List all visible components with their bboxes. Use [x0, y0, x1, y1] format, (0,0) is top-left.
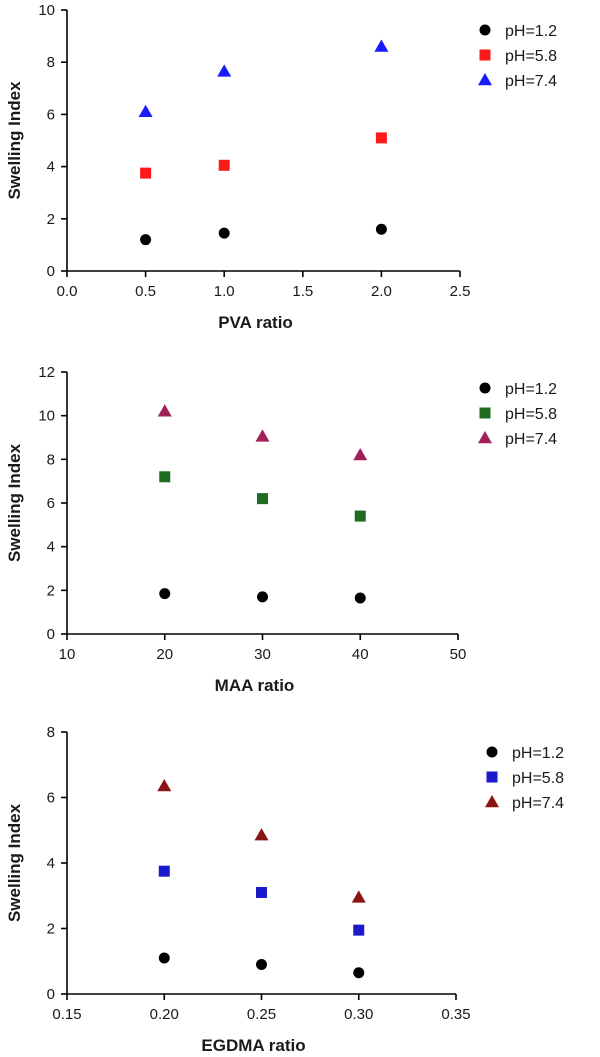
legend: pH=1.2 pH=5.8 pH=7.4 [478, 23, 557, 90]
x-tick-label: 0.0 [57, 283, 78, 300]
x-tick-label: 2.0 [371, 283, 392, 300]
data-point [218, 227, 230, 239]
data-point [158, 865, 170, 877]
x-tick-label: 20 [156, 646, 173, 663]
legend: pH=1.2 pH=5.8 pH=7.4 [478, 381, 557, 448]
data-point [374, 39, 389, 52]
data-point [218, 159, 230, 171]
y-tick-label: 8 [47, 724, 55, 741]
data-point [256, 886, 267, 898]
x-axis-title: EGDMA ratio [201, 1036, 305, 1055]
legend-marker [486, 746, 498, 758]
x-tick-label: 50 [450, 646, 467, 663]
x-tick-label: 1.5 [292, 283, 313, 300]
data-point [159, 588, 171, 600]
data-point [353, 967, 365, 979]
data-point [256, 959, 267, 971]
x-tick-label: 0.35 [441, 1006, 470, 1023]
y-tick-label: 0 [47, 986, 55, 1003]
legend-marker [486, 771, 498, 783]
y-tick-label: 2 [47, 921, 55, 938]
x-tick-label: 0.20 [150, 1006, 179, 1023]
legend-label: pH=7.4 [505, 431, 557, 448]
legend-marker [478, 431, 492, 444]
data-point [375, 223, 387, 235]
x-tick-label: 0.15 [52, 1006, 81, 1023]
legend: pH=1.2 pH=5.8 pH=7.4 [485, 745, 564, 812]
data-point [140, 167, 152, 179]
legend-label: pH=5.8 [505, 406, 557, 423]
data-point [138, 104, 153, 118]
data-point [255, 429, 270, 442]
data-point [254, 828, 269, 841]
y-tick-label: 0 [47, 263, 55, 280]
legend-marker [479, 49, 491, 61]
chart-panel-2: 0 2 4 6 8 10 12 10 20 30 40 50 MAA ratio Swelling Ind… [5, 364, 557, 695]
y-tick-label: 4 [47, 539, 55, 556]
y-axis-title: Swelling Index [5, 81, 24, 200]
data-point [353, 924, 365, 936]
legend-marker [479, 382, 491, 394]
x-axis-title: PVA ratio [218, 313, 293, 332]
chart-panel-1: 0 2 4 6 8 10 0.0 0.5 1.0 1.5 2.0 2.5 PVA ratio Swelli… [5, 2, 557, 332]
y-axis-title: Swelling Index [5, 443, 24, 562]
data-point [157, 779, 172, 792]
y-tick-label: 6 [47, 106, 55, 123]
y-tick-label: 10 [38, 408, 55, 425]
y-axis-title: Swelling Index [5, 803, 24, 922]
data-point [159, 471, 171, 483]
data-point [140, 234, 152, 246]
x-tick-label: 1.0 [214, 283, 235, 300]
y-tick-label: 12 [38, 364, 55, 381]
y-tick-label: 2 [47, 582, 55, 599]
x-tick-label: 2.5 [450, 283, 471, 300]
data-point [354, 510, 366, 522]
legend-marker [485, 795, 499, 808]
x-tick-label: 10 [59, 646, 76, 663]
legend-label: pH=1.2 [512, 745, 564, 762]
x-tick-label: 0.5 [135, 283, 156, 300]
y-tick-label: 0 [47, 626, 55, 643]
legend-label: pH=5.8 [505, 48, 557, 65]
legend-label: pH=1.2 [505, 23, 557, 40]
y-tick-label: 8 [47, 54, 55, 71]
data-point [354, 592, 366, 604]
data-point [353, 447, 368, 461]
x-tick-label: 0.25 [247, 1006, 276, 1023]
legend-label: pH=7.4 [505, 73, 557, 90]
legend-marker [478, 73, 492, 86]
y-tick-label: 10 [38, 2, 55, 19]
y-tick-label: 4 [47, 159, 55, 176]
data-point [351, 890, 366, 903]
data-point [375, 132, 387, 144]
legend-label: pH=5.8 [512, 770, 564, 787]
data-point [217, 64, 232, 77]
legend-marker [479, 24, 491, 36]
data-point [257, 591, 268, 603]
data-point [157, 404, 172, 417]
chart-panel-3: 0 2 4 6 8 0.15 0.20 0.25 0.30 0.35 EGDMA ratio Swel… [5, 724, 564, 1055]
y-tick-label: 8 [47, 451, 55, 468]
legend-label: pH=1.2 [505, 381, 557, 398]
y-tick-label: 6 [47, 495, 55, 512]
x-tick-label: 40 [352, 646, 369, 663]
legend-label: pH=7.4 [512, 795, 564, 812]
y-tick-label: 4 [47, 855, 55, 872]
data-point [257, 493, 268, 505]
y-tick-label: 6 [47, 790, 55, 807]
x-tick-label: 30 [254, 646, 271, 663]
x-axis-title: MAA ratio [215, 676, 295, 695]
y-tick-label: 2 [47, 211, 55, 228]
data-point [158, 952, 170, 964]
x-tick-label: 0.30 [344, 1006, 373, 1023]
legend-marker [479, 407, 491, 419]
